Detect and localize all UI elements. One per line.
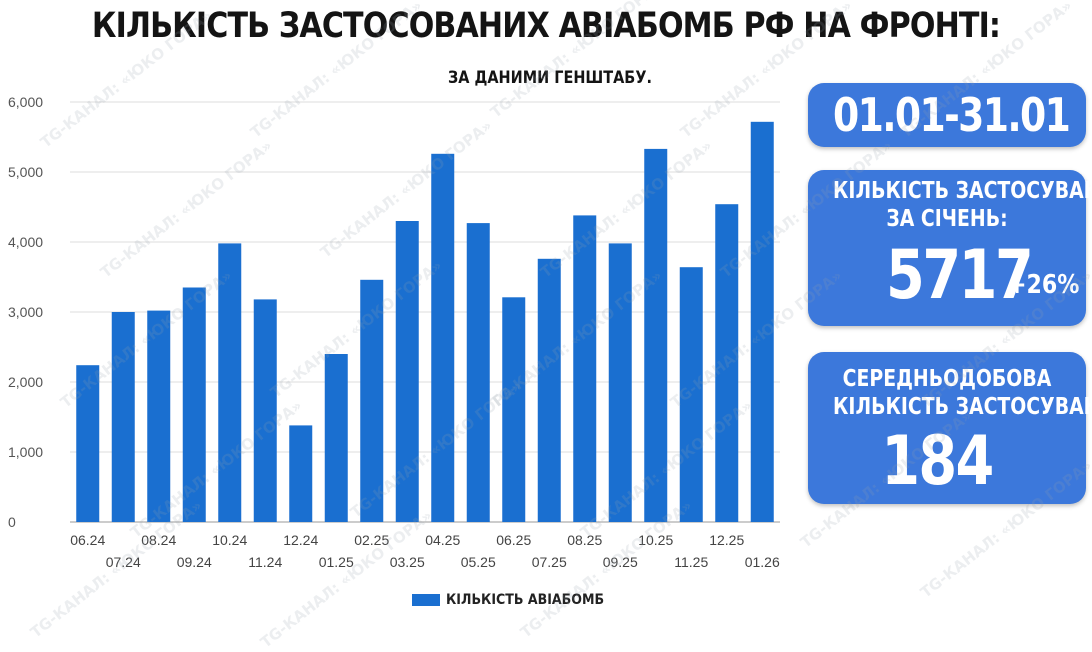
y-tick-label: 6,000 (8, 94, 43, 110)
bar (715, 204, 739, 522)
bar (182, 287, 206, 522)
bar (395, 221, 419, 522)
x-tick-label: 06.25 (496, 532, 531, 548)
x-tick-label: 07.24 (106, 554, 141, 570)
x-tick-label: 06.24 (70, 532, 105, 548)
bar (573, 215, 597, 522)
x-tick-label: 05.25 (461, 554, 496, 570)
x-tick-label: 04.25 (425, 532, 460, 548)
bar (679, 267, 703, 522)
daily-label-line1: СЕРЕДНЬОДОБОВА (842, 366, 1052, 392)
bar (431, 153, 455, 523)
x-tick-label: 07.25 (532, 554, 567, 570)
y-tick-label: 5,000 (8, 164, 43, 180)
x-tick-label: 11.25 (674, 554, 708, 570)
bar (644, 148, 668, 522)
y-tick-label: 2,000 (8, 374, 43, 390)
monthly-value: 5717 (886, 236, 1034, 315)
x-tick-label: 02.25 (354, 532, 389, 548)
period-value: 01.01-31.01 (833, 88, 1071, 142)
x-tick-label: 10.25 (638, 532, 673, 548)
bar (253, 299, 277, 522)
x-tick-label: 01.25 (319, 554, 354, 570)
legend-swatch (412, 594, 440, 606)
bar (147, 310, 171, 522)
x-tick-label: 09.25 (603, 554, 638, 570)
monthly-label-line1: КІЛЬКІСТЬ ЗАСТОСУВАНЬ (833, 178, 1092, 204)
y-tick-label: 0 (8, 514, 16, 530)
bar (360, 279, 384, 522)
x-tick-label: 08.25 (567, 532, 602, 548)
bar (608, 243, 632, 522)
monthly-change: +26% (1008, 270, 1080, 300)
bar (502, 297, 526, 522)
bar (289, 425, 313, 522)
daily-value: 184 (881, 422, 994, 501)
monthly-label-line2: ЗА СІЧЕНЬ: (886, 206, 1008, 232)
x-tick-label: 11.24 (248, 554, 282, 570)
y-tick-label: 3,000 (8, 304, 43, 320)
y-tick-label: 4,000 (8, 234, 43, 250)
bar (218, 243, 242, 522)
period-panel: 01.01-31.01 (808, 83, 1086, 147)
bar (537, 258, 561, 522)
x-tick-label: 12.24 (283, 532, 318, 548)
x-tick-label: 09.24 (177, 554, 212, 570)
x-tick-label: 03.25 (390, 554, 425, 570)
bar (750, 121, 774, 522)
x-tick-label: 12.25 (709, 532, 744, 548)
bar (111, 312, 135, 522)
x-tick-label: 10.24 (212, 532, 247, 548)
chart-title: КІЛЬКІСТЬ ЗАСТОСОВАНИХ АВІАБОМБ РФ НА ФР… (91, 6, 1001, 46)
x-tick-label: 08.24 (141, 532, 176, 548)
bar-chart: 01,0002,0003,0004,0005,0006,00006.2407.2… (8, 94, 780, 570)
bar (324, 354, 348, 522)
x-tick-label: 01.26 (745, 554, 780, 570)
chart-subtitle: ЗА ДАНИМИ ГЕНШТАБУ. (448, 68, 652, 88)
daily-average-panel: СЕРЕДНЬОДОБОВА КІЛЬКІСТЬ ЗАСТОСУВАНЬ: 18… (808, 352, 1092, 504)
daily-label-line2: КІЛЬКІСТЬ ЗАСТОСУВАНЬ: (833, 394, 1092, 420)
legend-label: КІЛЬКІСТЬ АВІАБОМБ (446, 592, 605, 608)
y-tick-label: 1,000 (8, 444, 43, 460)
bar (76, 365, 100, 522)
bar (466, 223, 490, 522)
monthly-count-panel: КІЛЬКІСТЬ ЗАСТОСУВАНЬ ЗА СІЧЕНЬ: 5717 +2… (808, 170, 1092, 326)
